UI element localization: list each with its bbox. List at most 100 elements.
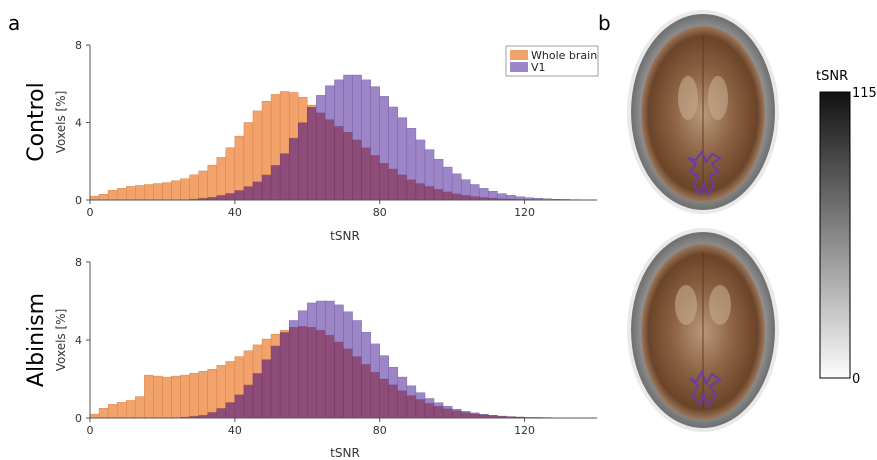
bar-overlap-31: [370, 155, 380, 201]
bar-whole-brain-0: [89, 413, 100, 419]
bar-overlap-42: [470, 413, 480, 419]
bar-overlap-31: [370, 371, 380, 419]
bar-v1-34: [397, 376, 408, 391]
bar-whole-brain-14: [216, 157, 227, 196]
bar-whole-brain-2: [107, 190, 118, 201]
bar-v1-35: [406, 128, 417, 180]
bar-overlap-16: [234, 190, 245, 201]
x-tick-label-80: 80: [373, 206, 387, 219]
bar-whole-brain-4: [126, 186, 136, 201]
bar-v1-41: [460, 179, 471, 196]
bar-whole-brain-3: [116, 402, 127, 419]
bar-overlap-14: [216, 408, 227, 419]
bar-overlap-22: [288, 137, 299, 201]
bar-overlap-32: [379, 162, 389, 201]
bar-v1-43: [479, 188, 489, 198]
bar-overlap-37: [424, 186, 435, 201]
bar-overlap-19: [261, 359, 272, 419]
bar-overlap-21: [279, 153, 290, 201]
bar-overlap-13: [207, 411, 217, 419]
bar-whole-brain-4: [126, 400, 136, 419]
bar-v1-25: [316, 300, 326, 331]
bar-overlap-41: [460, 412, 471, 419]
bar-v1-36: [415, 392, 426, 400]
x-tick-label-80: 80: [373, 424, 387, 437]
brain-image-control: [627, 10, 779, 214]
bar-v1-33: [388, 106, 399, 170]
bar-overlap-26: [325, 119, 335, 201]
bar-overlap-15: [225, 402, 236, 419]
bar-whole-brain-2: [107, 404, 118, 419]
bar-whole-brain-0: [89, 195, 100, 201]
bar-overlap-23: [298, 122, 308, 201]
bar-overlap-27: [334, 341, 344, 419]
bar-overlap-34: [397, 174, 408, 201]
bar-whole-brain-21: [279, 330, 290, 333]
bar-overlap-32: [379, 378, 389, 419]
bars-group: [89, 300, 598, 419]
bar-whole-brain-6: [144, 374, 154, 419]
bar-overlap-36: [415, 399, 426, 419]
v1-roi-outline: [687, 149, 722, 197]
x-axis-label: tSNR: [330, 229, 360, 243]
v1-roi-outline: [689, 369, 722, 409]
bar-overlap-17: [243, 186, 254, 201]
row-label-control: Control: [24, 82, 49, 162]
y-tick-label-4: 4: [75, 334, 82, 347]
histogram-albinism: 0 40 80 120 0 4 8 Voxels [%] tSNR: [54, 256, 598, 460]
bar-overlap-35: [406, 395, 417, 419]
bar-whole-brain-11: [189, 372, 199, 417]
y-tick-label-0: 0: [75, 194, 82, 207]
bar-v1-41: [460, 411, 471, 413]
legend-swatch-v1: [510, 62, 528, 72]
bar-whole-brain-11: [189, 174, 199, 200]
bar-overlap-35: [406, 179, 417, 201]
bar-v1-32: [379, 355, 389, 380]
x-tick-label-120: 120: [514, 206, 535, 219]
bar-whole-brain-18: [252, 344, 263, 374]
bar-v1-35: [406, 385, 417, 396]
bar-whole-brain-15: [225, 361, 236, 403]
x-axis-label: tSNR: [330, 446, 360, 460]
bar-v1-40: [451, 173, 462, 194]
bar-overlap-27: [334, 126, 344, 201]
bar-whole-brain-23: [298, 97, 308, 123]
y-tick-label-4: 4: [75, 117, 82, 130]
bar-whole-brain-7: [153, 375, 163, 419]
bar-overlap-14: [216, 194, 227, 201]
bar-overlap-19: [261, 174, 272, 201]
axes-group: 0 40 80 120 0 4 8: [75, 256, 597, 437]
bar-v1-49: [533, 198, 543, 200]
bar-overlap-39: [442, 408, 453, 419]
bar-whole-brain-12: [198, 371, 208, 416]
bar-whole-brain-17: [243, 122, 254, 187]
bar-v1-34: [397, 117, 408, 176]
bar-overlap-28: [343, 348, 353, 419]
bar-v1-39: [442, 166, 453, 193]
bar-overlap-42: [470, 196, 480, 201]
bar-v1-27: [334, 304, 344, 343]
bar-whole-brain-8: [162, 376, 172, 419]
bar-whole-brain-21: [279, 91, 290, 154]
bar-overlap-21: [279, 332, 290, 419]
bar-overlap-25: [316, 112, 326, 201]
bar-whole-brain-14: [216, 365, 227, 409]
bar-v1-31: [370, 86, 380, 156]
bar-whole-brain-5: [135, 396, 145, 419]
bar-overlap-40: [451, 410, 462, 419]
bar-v1-37: [424, 149, 435, 187]
bar-overlap-36: [415, 183, 426, 201]
bar-whole-brain-1: [98, 193, 109, 201]
bar-whole-brain-9: [171, 375, 181, 419]
bar-overlap-33: [388, 168, 399, 201]
bar-overlap-24: [307, 106, 317, 201]
legend-label-v1: V1: [531, 61, 546, 74]
bar-whole-brain-19: [261, 100, 272, 176]
bar-overlap-28: [343, 131, 353, 201]
bar-overlap-23: [298, 326, 308, 419]
bar-overlap-38: [433, 406, 444, 419]
bar-overlap-24: [307, 327, 317, 419]
x-tick-label-40: 40: [228, 424, 242, 437]
y-axis-label: Voxels [%]: [54, 91, 68, 154]
bar-overlap-41: [460, 195, 471, 201]
